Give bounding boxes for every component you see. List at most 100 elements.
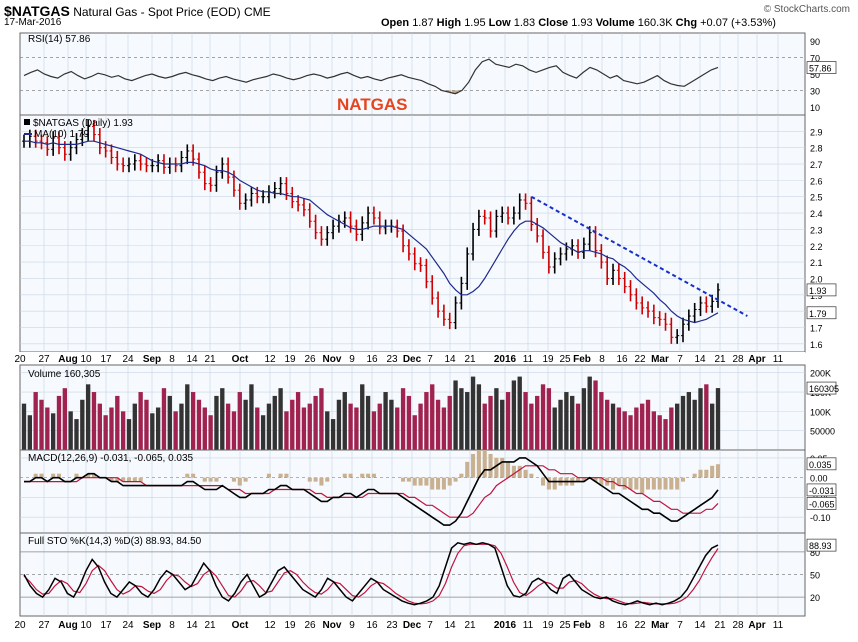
- rsi-title: RSI(14) 57.86: [28, 34, 91, 45]
- date-tick-label: 16: [366, 354, 378, 365]
- date-tick-label: Mar: [651, 620, 669, 631]
- macd-histogram-bar: [126, 477, 131, 482]
- macd-histogram-bar: [506, 461, 511, 478]
- macd-histogram-bar: [33, 473, 38, 478]
- macd-histogram-bar: [366, 473, 371, 478]
- volume-bar: [196, 399, 202, 450]
- date-tick-label: 7: [677, 620, 683, 631]
- volume-bar: [115, 395, 120, 450]
- rsi-last-value-box: [806, 61, 837, 74]
- date-tick-label: 12: [264, 354, 276, 365]
- date-tick-label: 7: [677, 354, 683, 365]
- macd-histogram-bar: [51, 473, 56, 478]
- macd-histogram-bar: [500, 457, 505, 478]
- volume-bar: [540, 384, 546, 450]
- macd-histogram-bar: [634, 477, 639, 490]
- date-tick-label: 25: [559, 620, 571, 631]
- volume-bar: [424, 392, 429, 450]
- symbol-description: Natural Gas - Spot Price (EOD): [73, 5, 241, 19]
- volume-bar: [640, 403, 645, 450]
- volume-bar: [564, 392, 569, 450]
- macd-histogram-bar: [342, 473, 347, 478]
- date-tick-label: 11: [523, 620, 534, 631]
- date-tick-label: 14: [186, 620, 198, 631]
- volume-bar: [430, 384, 435, 450]
- macd-histogram-bar: [581, 477, 586, 482]
- macd-histogram-bar: [482, 450, 487, 478]
- stochastic-last-value: 88.93: [809, 541, 832, 551]
- change-label: Chg: [675, 17, 698, 29]
- macd-histogram-bar: [132, 477, 137, 482]
- price-panel: 2.92.82.72.62.52.42.32.22.12.01.91.81.71…: [19, 114, 837, 353]
- macd-panel-frame: [19, 449, 806, 534]
- ma-legend-label: MA(10) 1.79: [34, 129, 89, 140]
- volume-bar: [575, 403, 581, 450]
- price-legend-swatch-up: [24, 119, 30, 125]
- macd-hist-last-box: [806, 457, 837, 471]
- date-tick-label: Apr: [748, 354, 765, 365]
- volume-bar: [91, 392, 97, 450]
- volume-bar: [558, 399, 563, 450]
- macd-histogram-bar: [698, 469, 703, 478]
- volume-tick-label: 100K: [810, 407, 831, 417]
- macd-histogram-bar: [669, 477, 674, 490]
- macd-line-last-box: [806, 483, 837, 497]
- volume-bar: [301, 407, 307, 450]
- stochastic-tick-label: 20: [810, 593, 820, 603]
- date-tick-label: 27: [38, 354, 50, 365]
- macd-histogram-bar: [237, 477, 242, 486]
- price-tick-label: 2.9: [810, 127, 823, 137]
- price-tick-label: 2.0: [810, 274, 823, 284]
- volume-title: Volume 160,305: [28, 369, 101, 380]
- date-tick-label: Nov: [323, 354, 342, 365]
- date-tick-label: 11: [773, 354, 784, 365]
- date-tick-label: 14: [694, 620, 706, 631]
- date-tick-label: 14: [186, 354, 198, 365]
- macd-signal-last: -0.065: [809, 499, 835, 509]
- date-tick-label: 12: [264, 620, 276, 631]
- low-label: Low: [488, 17, 511, 29]
- date-tick-label: 27: [38, 620, 50, 631]
- date-tick-label: 21: [714, 620, 726, 631]
- volume-bar: [360, 384, 365, 450]
- rsi-panel-frame: [19, 32, 806, 116]
- macd-histogram-bar: [424, 477, 429, 486]
- price-tick-label: 2.4: [810, 209, 823, 219]
- volume-bar: [62, 388, 67, 450]
- volume-bar: [56, 395, 62, 450]
- date-tick-label: 23: [386, 354, 398, 365]
- macd-histogram-bar: [56, 473, 62, 478]
- volume-bar: [517, 376, 522, 450]
- macd-histogram-bar: [710, 465, 715, 478]
- date-tick-label: 19: [284, 620, 296, 631]
- volume-bar: [21, 403, 27, 450]
- volume-bar: [389, 399, 394, 450]
- volume-bar: [570, 395, 575, 450]
- volume-bar: [336, 399, 342, 450]
- stochastic-tick-label: 50: [810, 571, 820, 581]
- macd-histogram-bar: [675, 477, 680, 490]
- date-tick-label: Oct: [232, 620, 249, 631]
- macd-histogram-bar: [278, 473, 283, 478]
- macd-histogram-bar: [640, 477, 645, 494]
- volume-last-value: 160305: [809, 384, 839, 394]
- volume-bar: [546, 388, 552, 450]
- volume-bar: [669, 407, 674, 450]
- volume-bar: [599, 392, 604, 450]
- date-tick-label: Sep: [143, 620, 161, 631]
- date-tick-label: Sep: [143, 354, 161, 365]
- date-tick-label: 16: [616, 620, 628, 631]
- volume-bar: [266, 403, 272, 450]
- date-tick-label: 2016: [494, 620, 517, 631]
- date-tick-label: 16: [366, 620, 378, 631]
- price-tick-label: 2.8: [810, 144, 823, 154]
- date-tick-label: 10: [80, 354, 92, 365]
- ma-last-value-box: [806, 306, 837, 320]
- macd-histogram-bar: [319, 477, 324, 486]
- volume-bar: [610, 403, 616, 450]
- stochastic-tick-label: 80: [810, 548, 820, 558]
- date-tick-label: 19: [284, 354, 296, 365]
- macd-histogram-bar: [371, 473, 376, 478]
- date-tick-label: 8: [599, 620, 605, 631]
- volume-bar: [39, 399, 44, 450]
